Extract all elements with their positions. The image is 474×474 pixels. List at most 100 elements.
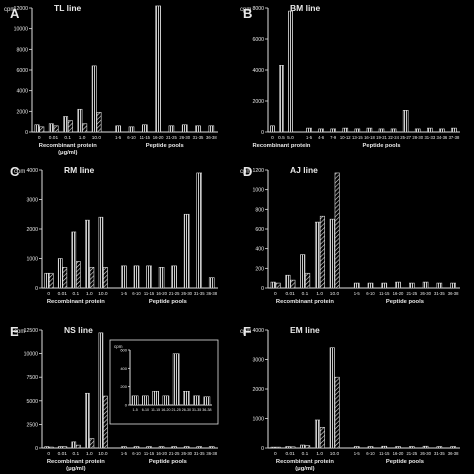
peptide-bar xyxy=(208,125,215,133)
x-tick-label: 10-12 xyxy=(340,135,351,140)
x-tick-label: 6-10 xyxy=(132,451,141,456)
y-tick-label: 2500 xyxy=(26,422,38,428)
peptide-bar xyxy=(183,446,190,449)
protein-bar xyxy=(67,120,73,133)
peptide-bar xyxy=(367,282,374,289)
x-tick-label: 0.1 xyxy=(73,451,80,457)
protein-bar xyxy=(314,419,320,449)
y-tick-label: 2000 xyxy=(26,227,38,233)
peptide-bar xyxy=(367,446,374,449)
peptide-bar xyxy=(171,265,177,289)
y-tick-label: 0 xyxy=(35,286,38,292)
x-tick-label: 10.0 xyxy=(330,451,340,457)
inset-x-tick-label: 6-10 xyxy=(142,408,149,412)
x-tick-label: 16-20 xyxy=(156,451,167,456)
x-tick-label: 26-30 xyxy=(181,291,192,296)
peptide-bar xyxy=(330,128,336,133)
y-tick-label: 1000 xyxy=(252,417,264,423)
panel-letter: F xyxy=(243,324,251,339)
y-tick-label: 0 xyxy=(261,286,264,292)
protein-bar xyxy=(98,332,104,449)
protein-bar xyxy=(76,261,81,289)
x-axis-label-protein-unit: (μg/ml) xyxy=(66,466,85,472)
protein-bar xyxy=(290,279,296,289)
peptide-bar xyxy=(183,213,190,289)
y-tick-label: 2000 xyxy=(252,99,264,105)
y-tick-label: 6000 xyxy=(16,68,28,74)
x-tick-label: 6-10 xyxy=(132,291,141,296)
x-axis-label-protein: Recombinant protein xyxy=(276,459,334,465)
protein-bar xyxy=(85,219,90,289)
peptide-bar xyxy=(450,446,456,449)
protein-bar xyxy=(53,125,59,133)
x-axis-label-protein: Recombinant protein xyxy=(47,299,105,305)
protein-bar xyxy=(275,282,281,289)
protein-bar xyxy=(305,445,311,449)
x-tick-label: 16-20 xyxy=(393,291,404,296)
panel-a: A TL line cpm 0 2000 4000 6000 8000 10000 12000 0 0… xyxy=(4,3,218,156)
protein-bar xyxy=(57,446,63,449)
x-tick-label: 31-35 xyxy=(193,135,204,140)
x-tick-label: 19-21 xyxy=(376,135,387,140)
x-tick-label: 31-35 xyxy=(194,451,205,456)
x-tick-label: 21-25 xyxy=(169,291,180,296)
x-tick-label: 0.01 xyxy=(58,451,68,457)
peptide-bar xyxy=(208,277,215,289)
y-axis-label: cpm xyxy=(14,169,25,175)
x-tick-label: 10.0 xyxy=(92,135,102,141)
protein-bar xyxy=(270,281,276,289)
peptide-bar xyxy=(158,267,165,289)
protein-bar xyxy=(103,395,108,449)
inset-bar xyxy=(183,391,190,406)
peptide-bar xyxy=(395,281,401,289)
panel-e: E NS line cpm 0 2500 5000 7500 10000 12500 0 0.01 0… xyxy=(10,324,219,472)
protein-bar xyxy=(314,221,320,289)
x-tick-label: 36-38 xyxy=(206,451,217,456)
y-tick-label: 1000 xyxy=(252,188,264,194)
protein-bar xyxy=(39,126,45,133)
peptide-bar xyxy=(133,265,140,289)
x-tick-label: 0.01 xyxy=(58,291,68,297)
inset-frame xyxy=(109,339,219,425)
y-axis-label: cpm xyxy=(4,7,15,13)
x-tick-label: 1-5 xyxy=(354,451,361,456)
protein-bar xyxy=(44,446,50,449)
x-tick-label: 6-10 xyxy=(127,135,136,140)
x-axis-label-peptide: Peptide pools xyxy=(386,299,424,305)
protein-bar xyxy=(300,444,306,449)
x-tick-label: 16-20 xyxy=(156,291,167,296)
peptide-bar xyxy=(366,127,373,133)
inset-bar xyxy=(152,391,159,406)
y-tick-label: 4000 xyxy=(252,328,264,334)
x-tick-label: 21-25 xyxy=(406,451,417,456)
x-tick-label: 16-18 xyxy=(364,135,375,140)
x-tick-label: 11-15 xyxy=(379,291,390,296)
protein-bar xyxy=(44,272,50,289)
y-tick-label: 3000 xyxy=(26,198,38,204)
x-tick-label: 16-20 xyxy=(153,135,164,140)
peptide-bar xyxy=(146,265,152,289)
peptide-bar xyxy=(133,446,140,449)
peptide-bar xyxy=(155,5,161,133)
protein-bar xyxy=(279,65,284,133)
protein-bar xyxy=(319,215,325,289)
x-tick-label: 0 xyxy=(274,291,277,297)
peptide-bar xyxy=(381,282,388,289)
x-tick-label: 10.0 xyxy=(98,451,108,457)
peptide-bar xyxy=(450,282,456,289)
panel-c: C RM line cpm 0 1000 2000 3000 4000 0 0.01 0.1 1.0 1… xyxy=(10,164,218,305)
x-tick-label: 10.0 xyxy=(330,291,340,297)
protein-bar xyxy=(89,267,95,289)
protein-bar xyxy=(319,427,325,449)
inset-y-label: cpm xyxy=(114,344,123,349)
protein-bar xyxy=(270,125,275,133)
y-tick-label: 8000 xyxy=(16,47,28,53)
x-axis-label-peptide: Peptide pools xyxy=(386,459,424,465)
panel-letter: B xyxy=(243,6,252,21)
inset-bar xyxy=(203,396,211,406)
protein-bar xyxy=(76,444,81,449)
peptide-bar xyxy=(318,128,324,133)
y-tick-label: 0 xyxy=(261,446,264,452)
panel-f: F EM line cpm 0 1000 2000 3000 4000 0 0.01 0.1 1.0 1… xyxy=(240,324,460,472)
y-tick-label: 12500 xyxy=(24,328,39,334)
